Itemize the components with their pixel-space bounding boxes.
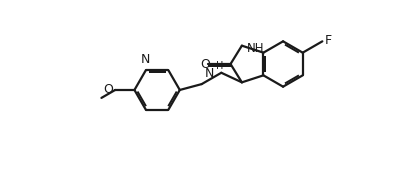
- Text: O: O: [104, 83, 114, 96]
- Text: N: N: [141, 53, 151, 66]
- Text: F: F: [324, 34, 332, 47]
- Text: H: H: [216, 61, 223, 71]
- Text: O: O: [200, 58, 210, 71]
- Text: NH: NH: [247, 42, 264, 55]
- Text: N: N: [204, 67, 214, 80]
